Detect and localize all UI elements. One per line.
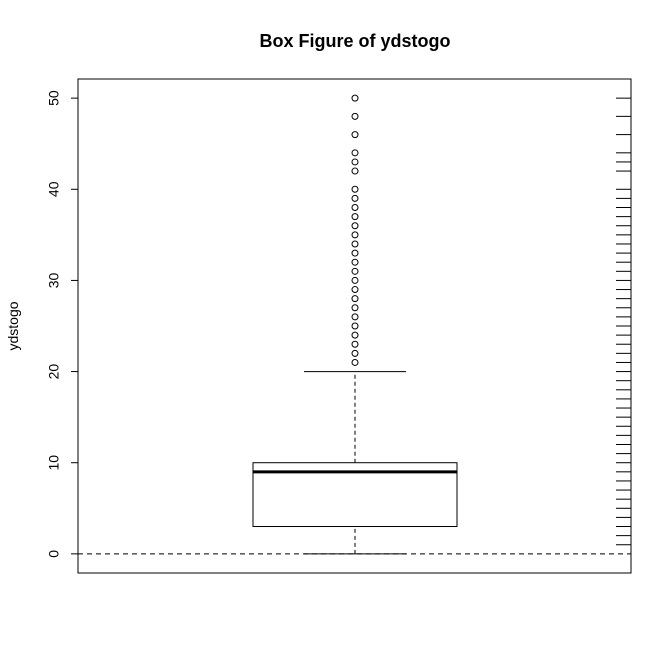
outlier-point-22 <box>351 349 359 357</box>
outlier-point-34 <box>351 240 359 248</box>
y-tick-label-0: 0 <box>46 550 62 558</box>
outlier-point-29 <box>351 286 359 294</box>
outlier-point-26 <box>351 313 359 321</box>
outlier-point-35 <box>351 231 359 239</box>
outlier-point-46 <box>351 131 359 139</box>
y-tick-label-50: 50 <box>46 90 62 106</box>
outlier-point-33 <box>351 249 359 257</box>
y-tick-label-20: 20 <box>46 364 62 380</box>
outlier-point-31 <box>351 267 359 275</box>
y-tick-label-40: 40 <box>46 181 62 197</box>
outlier-point-25 <box>351 322 359 330</box>
outlier-point-21 <box>351 358 359 366</box>
outlier-point-43 <box>351 158 359 166</box>
outlier-point-27 <box>351 304 359 312</box>
y-axis: 0 10 20 30 40 50 <box>46 90 79 558</box>
outlier-point-42 <box>351 167 359 175</box>
y-axis-label: ydstogo <box>5 301 21 350</box>
outlier-point-50 <box>351 94 359 102</box>
outlier-point-39 <box>351 194 359 202</box>
outlier-point-32 <box>351 258 359 266</box>
outliers-group <box>351 94 359 366</box>
box-group <box>252 371 458 555</box>
outlier-point-38 <box>351 204 359 212</box>
outlier-point-24 <box>351 331 359 339</box>
outlier-point-40 <box>351 185 359 193</box>
y-tick-label-30: 30 <box>46 272 62 288</box>
chart-title: Box Figure of ydstogo <box>260 31 451 51</box>
outlier-point-37 <box>351 213 359 221</box>
outlier-point-30 <box>351 276 359 284</box>
outlier-point-44 <box>351 149 359 157</box>
outlier-point-36 <box>351 222 359 230</box>
outlier-point-28 <box>351 295 359 303</box>
outlier-point-48 <box>351 112 359 120</box>
iqr-box <box>252 462 458 528</box>
outlier-point-23 <box>351 340 359 348</box>
rug-group <box>616 97 631 546</box>
y-tick-label-10: 10 <box>46 455 62 471</box>
